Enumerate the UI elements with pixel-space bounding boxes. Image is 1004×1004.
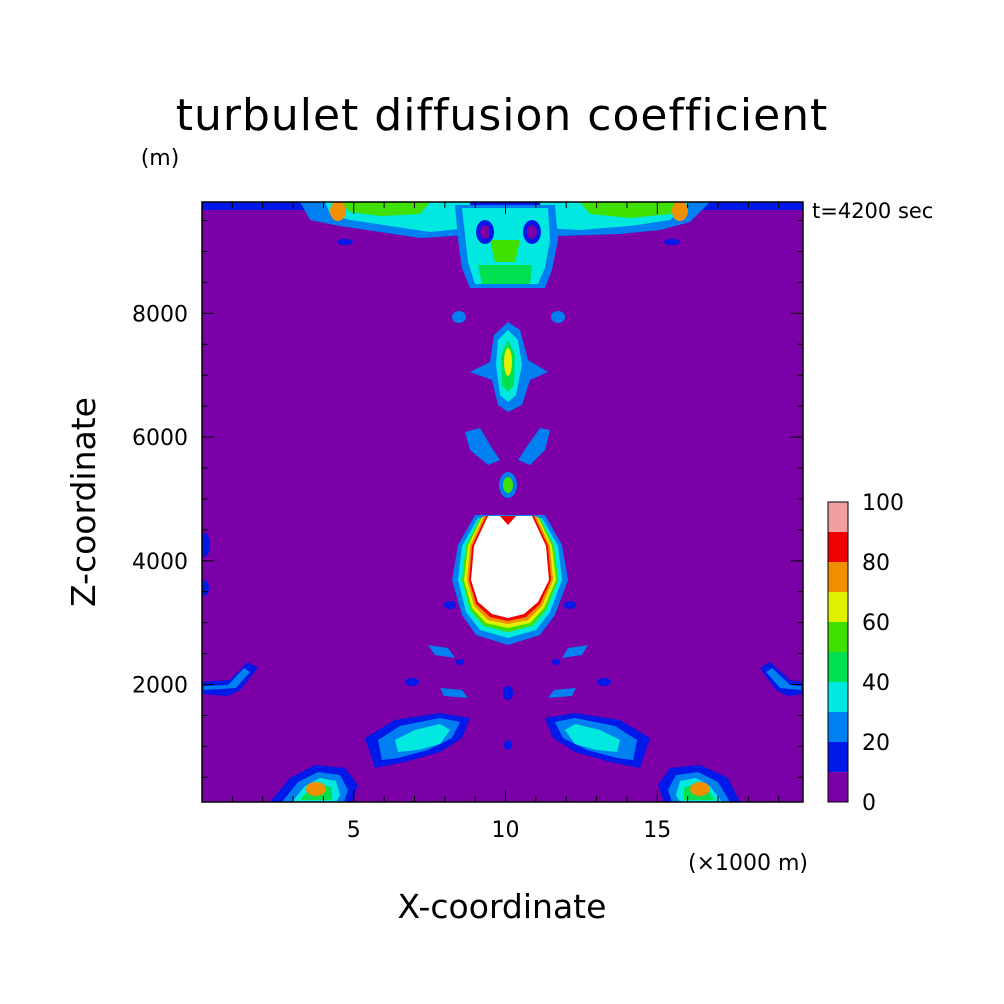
center-dot-1000 bbox=[504, 740, 512, 750]
x-unit-label: (×1000 m) bbox=[688, 851, 808, 876]
left-edge-spot-1 bbox=[202, 533, 210, 557]
streak-right-2 bbox=[548, 688, 576, 698]
colorbar-swatch bbox=[828, 502, 848, 532]
colorbar-swatch bbox=[828, 592, 848, 622]
lower-left-lobe-core bbox=[395, 724, 450, 752]
colorbar-swatch bbox=[828, 532, 848, 562]
plot-frame bbox=[201, 201, 804, 803]
six-k-right bbox=[518, 428, 550, 465]
top-green-right bbox=[580, 202, 680, 218]
upper-left-eye-core bbox=[480, 225, 490, 239]
dot-left-2500 bbox=[456, 659, 464, 665]
colorbar-labels: 0 20 40 60 80 100 bbox=[862, 491, 904, 816]
top-left-spot bbox=[330, 202, 346, 221]
dot-right-2500 bbox=[552, 659, 560, 665]
x-tick-label: 5 bbox=[347, 818, 361, 843]
axis-ticks bbox=[202, 202, 803, 802]
dot-right-2100 bbox=[597, 678, 611, 686]
colorbar-swatch bbox=[828, 682, 848, 712]
colorbar bbox=[827, 501, 849, 803]
streak-right-1 bbox=[562, 645, 588, 658]
colorbar-frame bbox=[827, 501, 849, 803]
core-saturated bbox=[471, 516, 549, 618]
time-label: t=4200 sec bbox=[812, 199, 933, 223]
bottom-left-peak-core bbox=[306, 782, 326, 796]
colorbar-swatch bbox=[828, 742, 848, 772]
x-tick-label: 15 bbox=[643, 818, 671, 843]
axis-tick-labels: 5 10 15 2000 4000 6000 8000 bbox=[132, 302, 671, 843]
core-side-right bbox=[564, 601, 576, 609]
dot-left-8000 bbox=[452, 311, 466, 323]
streak-left-1 bbox=[428, 645, 455, 658]
y-unit-label: (m) bbox=[141, 146, 180, 171]
upper-small-right bbox=[664, 239, 680, 245]
mid-blob-core bbox=[504, 348, 512, 376]
colorbar-label: 80 bbox=[862, 551, 890, 576]
top-right-spot bbox=[672, 202, 688, 221]
center-dot-2000 bbox=[503, 686, 513, 700]
streak-left-2 bbox=[440, 688, 468, 698]
colorbar-swatch bbox=[828, 622, 848, 652]
colorbar-swatch bbox=[828, 562, 848, 592]
colorbar-label: 0 bbox=[862, 791, 876, 816]
x-axis-title: X-coordinate bbox=[398, 887, 607, 926]
left-edge-wing-inner bbox=[204, 668, 250, 690]
plot-area bbox=[202, 202, 803, 802]
colorbar-swatch bbox=[828, 652, 848, 682]
upper-plume-green-core bbox=[490, 240, 520, 262]
lower-right-lobe-core bbox=[565, 724, 620, 752]
colorbar-label: 40 bbox=[862, 671, 890, 696]
background-level-0 bbox=[202, 202, 803, 802]
dot-right-8000 bbox=[551, 311, 565, 323]
top-green-left bbox=[340, 202, 430, 216]
y-tick-label: 8000 bbox=[132, 302, 188, 327]
colorbar-label: 100 bbox=[862, 491, 904, 516]
right-edge-wing-inner bbox=[766, 668, 801, 690]
bottom-right-peak-core bbox=[690, 782, 710, 796]
upper-small-left bbox=[337, 239, 353, 245]
colorbar-swatch bbox=[828, 772, 848, 802]
chart-title: turbulet diffusion coefficient bbox=[176, 90, 829, 141]
colorbar-swatch bbox=[828, 712, 848, 742]
x-tick-label: 10 bbox=[492, 818, 520, 843]
six-k-dot-core bbox=[503, 477, 513, 493]
dot-left-2100 bbox=[405, 678, 419, 686]
y-axis-title: Z-coordinate bbox=[64, 397, 103, 607]
y-tick-label: 6000 bbox=[132, 426, 188, 451]
six-k-left bbox=[465, 428, 500, 465]
left-edge-spot-2 bbox=[202, 580, 209, 596]
colorbar-label: 20 bbox=[862, 731, 890, 756]
core-side-left bbox=[444, 601, 456, 609]
colorbar-label: 60 bbox=[862, 611, 890, 636]
y-tick-label: 4000 bbox=[132, 550, 188, 575]
upper-right-eye-core bbox=[527, 225, 537, 239]
upper-plume-green bbox=[478, 265, 532, 284]
y-tick-label: 2000 bbox=[132, 673, 188, 698]
